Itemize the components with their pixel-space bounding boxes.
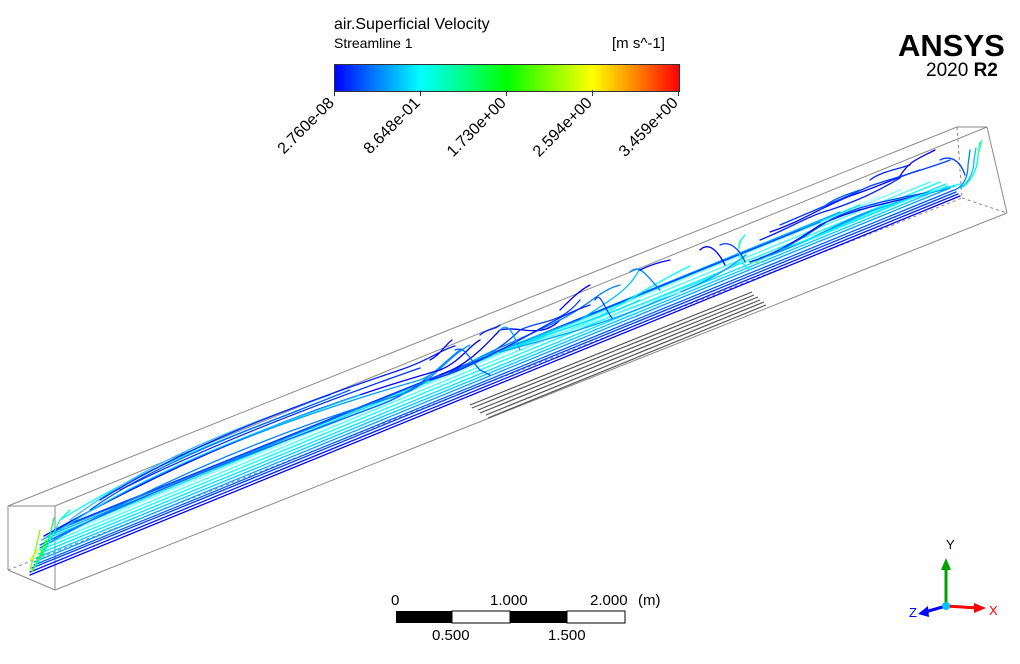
x-axis-arrow (945, 604, 979, 610)
version-label: 2020 R2 (926, 60, 998, 82)
scale-label: 0.500 (432, 627, 470, 644)
legend-tick (678, 90, 679, 96)
x-axis-label: X (989, 603, 998, 618)
version-release: R2 (973, 60, 998, 81)
y-axis-label: Y (946, 537, 955, 552)
axis-triad (918, 558, 986, 617)
legend-units: [m s^-1] (612, 35, 665, 52)
legend-tick (420, 90, 421, 96)
z-axis-label: Z (909, 605, 917, 620)
scale-label: 0 (391, 592, 400, 609)
legend-tick (506, 90, 507, 96)
scale-unit: (m) (638, 592, 661, 609)
legend-tick (592, 90, 593, 96)
ansys-logo: ANSYS (898, 28, 1005, 63)
streamlines (29, 139, 983, 576)
color-bar (334, 64, 680, 92)
scale-label: 1.000 (490, 592, 528, 609)
legend-title: air.Superficial Velocity (334, 16, 490, 33)
scale-label: 1.500 (548, 627, 586, 644)
version-year: 2020 (926, 60, 969, 81)
plates (469, 291, 767, 419)
legend-subtitle: Streamline 1 (334, 35, 413, 51)
legend-tick (334, 90, 335, 96)
scale-label: 2.000 (590, 592, 628, 609)
